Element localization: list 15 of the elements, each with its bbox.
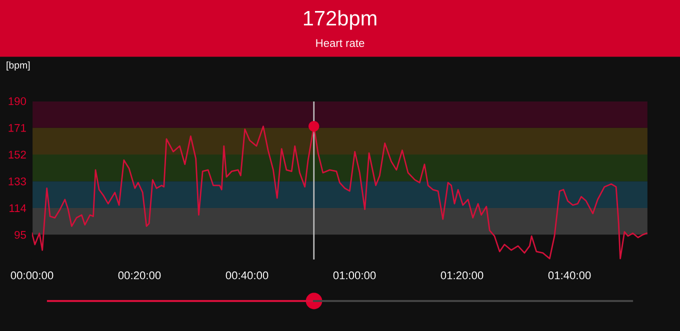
chart-subtitle: Heart rate [316, 39, 364, 47]
chart-title: 172bpm [304, 10, 376, 30]
y-tick-label: 133 [8, 177, 26, 186]
y-axis-title: [bpm] [6, 61, 30, 71]
x-tick-label: 01:20:00 [440, 271, 484, 280]
x-tick-label: 00:00:00 [10, 271, 54, 280]
y-tick-label: 171 [8, 124, 26, 132]
y-tick-label: 95 [14, 230, 26, 239]
y-tick-label: 152 [8, 150, 26, 159]
y-tick-label: 190 [8, 97, 26, 106]
x-tick-label: 01:40:00 [548, 271, 591, 280]
y-tick-label: 114 [10, 204, 26, 212]
x-tick-label: 01:00:00 [333, 271, 376, 280]
x-tick-label: 00:40:00 [226, 271, 268, 280]
x-tick-label: 00:20:00 [118, 271, 161, 280]
